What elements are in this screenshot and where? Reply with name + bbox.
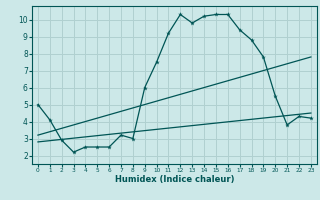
X-axis label: Humidex (Indice chaleur): Humidex (Indice chaleur) <box>115 175 234 184</box>
